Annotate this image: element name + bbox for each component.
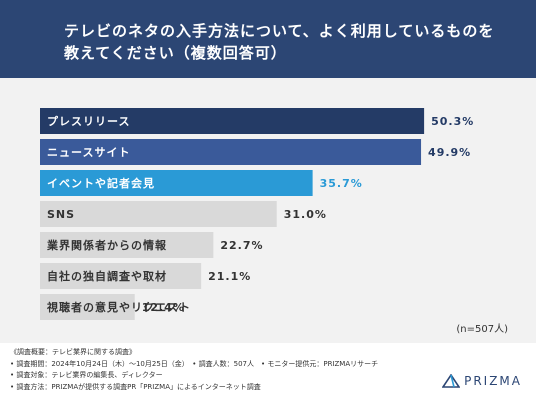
- bar-6: [40, 263, 202, 289]
- value-label-6: 21.1%: [208, 270, 251, 283]
- footer-line: • 調査期間：2024年10月24日（木）〜10月25日（金） • 調査人数：5…: [10, 359, 379, 368]
- bar-3: [40, 170, 313, 196]
- chart-title-line-2: 教えてください（複数回答可）: [64, 44, 287, 62]
- value-label-1: 50.3%: [431, 115, 474, 128]
- category-label-5: 業界関係者からの情報: [46, 238, 167, 252]
- category-label-4: SNS: [47, 208, 75, 221]
- category-label-1: プレスリリース: [47, 114, 130, 128]
- chart-title-line-1: テレビのネタの入手方法について、よく利用しているものを: [64, 22, 495, 40]
- footer-line: 《調査概要：テレビ業界に関する調査》: [10, 348, 136, 356]
- value-label-5: 22.7%: [220, 239, 263, 252]
- bar-2: [40, 139, 422, 165]
- survey-footer: 《調査概要：テレビ業界に関する調査》 • 調査期間：2024年10月24日（木）…: [10, 347, 378, 393]
- category-label-2: ニュースサイト: [47, 146, 130, 159]
- value-label-7: 12.4%: [142, 301, 185, 314]
- sample-size-note: (n=507人): [456, 324, 508, 335]
- category-label-7: 視聴者の意見やリクエスト: [46, 300, 191, 314]
- logo-text: PRIZMA: [464, 374, 522, 388]
- bar-1: [40, 108, 425, 134]
- header-banner: テレビのネタの入手方法について、よく利用しているものを 教えてください（複数回答…: [0, 0, 536, 78]
- prizma-logo-icon: [442, 374, 461, 388]
- footer-line: • 調査対象：テレビ業界の編集長、ディレクター: [10, 371, 163, 379]
- value-label-2: 49.9%: [428, 146, 471, 159]
- bar-chart: プレスリリース 50.3% ニュースサイト 49.9% イベントや記者会見 35.7% SN…: [40, 108, 474, 320]
- bar-7: [40, 294, 135, 320]
- category-label-3: イベントや記者会見: [47, 176, 155, 190]
- value-label-3: 35.7%: [320, 177, 363, 190]
- value-label-4: 31.0%: [284, 208, 327, 221]
- prizma-logo: PRIZMA: [442, 374, 522, 388]
- category-label-6: 自社の独自調査や取材: [47, 269, 167, 283]
- footer-line: • 調査方法：PRIZMAが提供する調査PR「PRIZMA」によるインターネット…: [10, 382, 261, 391]
- bar-4: [40, 201, 277, 227]
- bar-5: [40, 232, 214, 258]
